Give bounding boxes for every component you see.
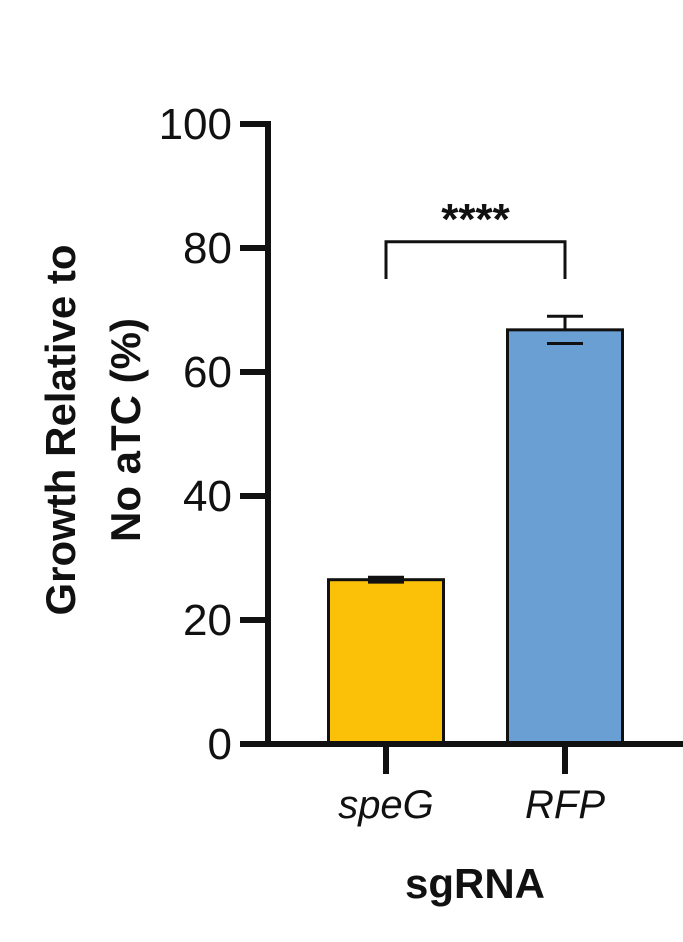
bar-speG — [327, 578, 445, 746]
y-tick-label: 20 — [183, 596, 232, 645]
bar-RFP — [506, 328, 624, 746]
x-axis-ticks: speG RFP — [338, 744, 605, 827]
y-tick-label: 60 — [183, 348, 232, 397]
y-axis-title: Growth Relative to No aTC (%) — [37, 244, 149, 615]
x-axis-title: sgRNA — [405, 860, 545, 907]
x-tick-label-RFP: RFP — [525, 783, 605, 827]
y-tick-label: 0 — [208, 720, 232, 769]
y-tick-label: 40 — [183, 472, 232, 521]
significance-bracket-line — [384, 240, 567, 279]
y-axis-title-line-2: No aTC (%) — [102, 318, 149, 542]
error-bars — [368, 314, 583, 584]
y-tick-label: 100 — [159, 100, 232, 149]
x-tick-label-speG: speG — [338, 783, 434, 827]
y-axis-title-line-1: Growth Relative to — [37, 244, 84, 615]
significance-bracket: **** — [384, 195, 567, 279]
y-tick-label: 80 — [183, 224, 232, 273]
significance-label: **** — [441, 195, 510, 244]
bars — [327, 328, 624, 746]
y-axis-ticks: 0 20 40 60 80 100 — [159, 100, 268, 769]
